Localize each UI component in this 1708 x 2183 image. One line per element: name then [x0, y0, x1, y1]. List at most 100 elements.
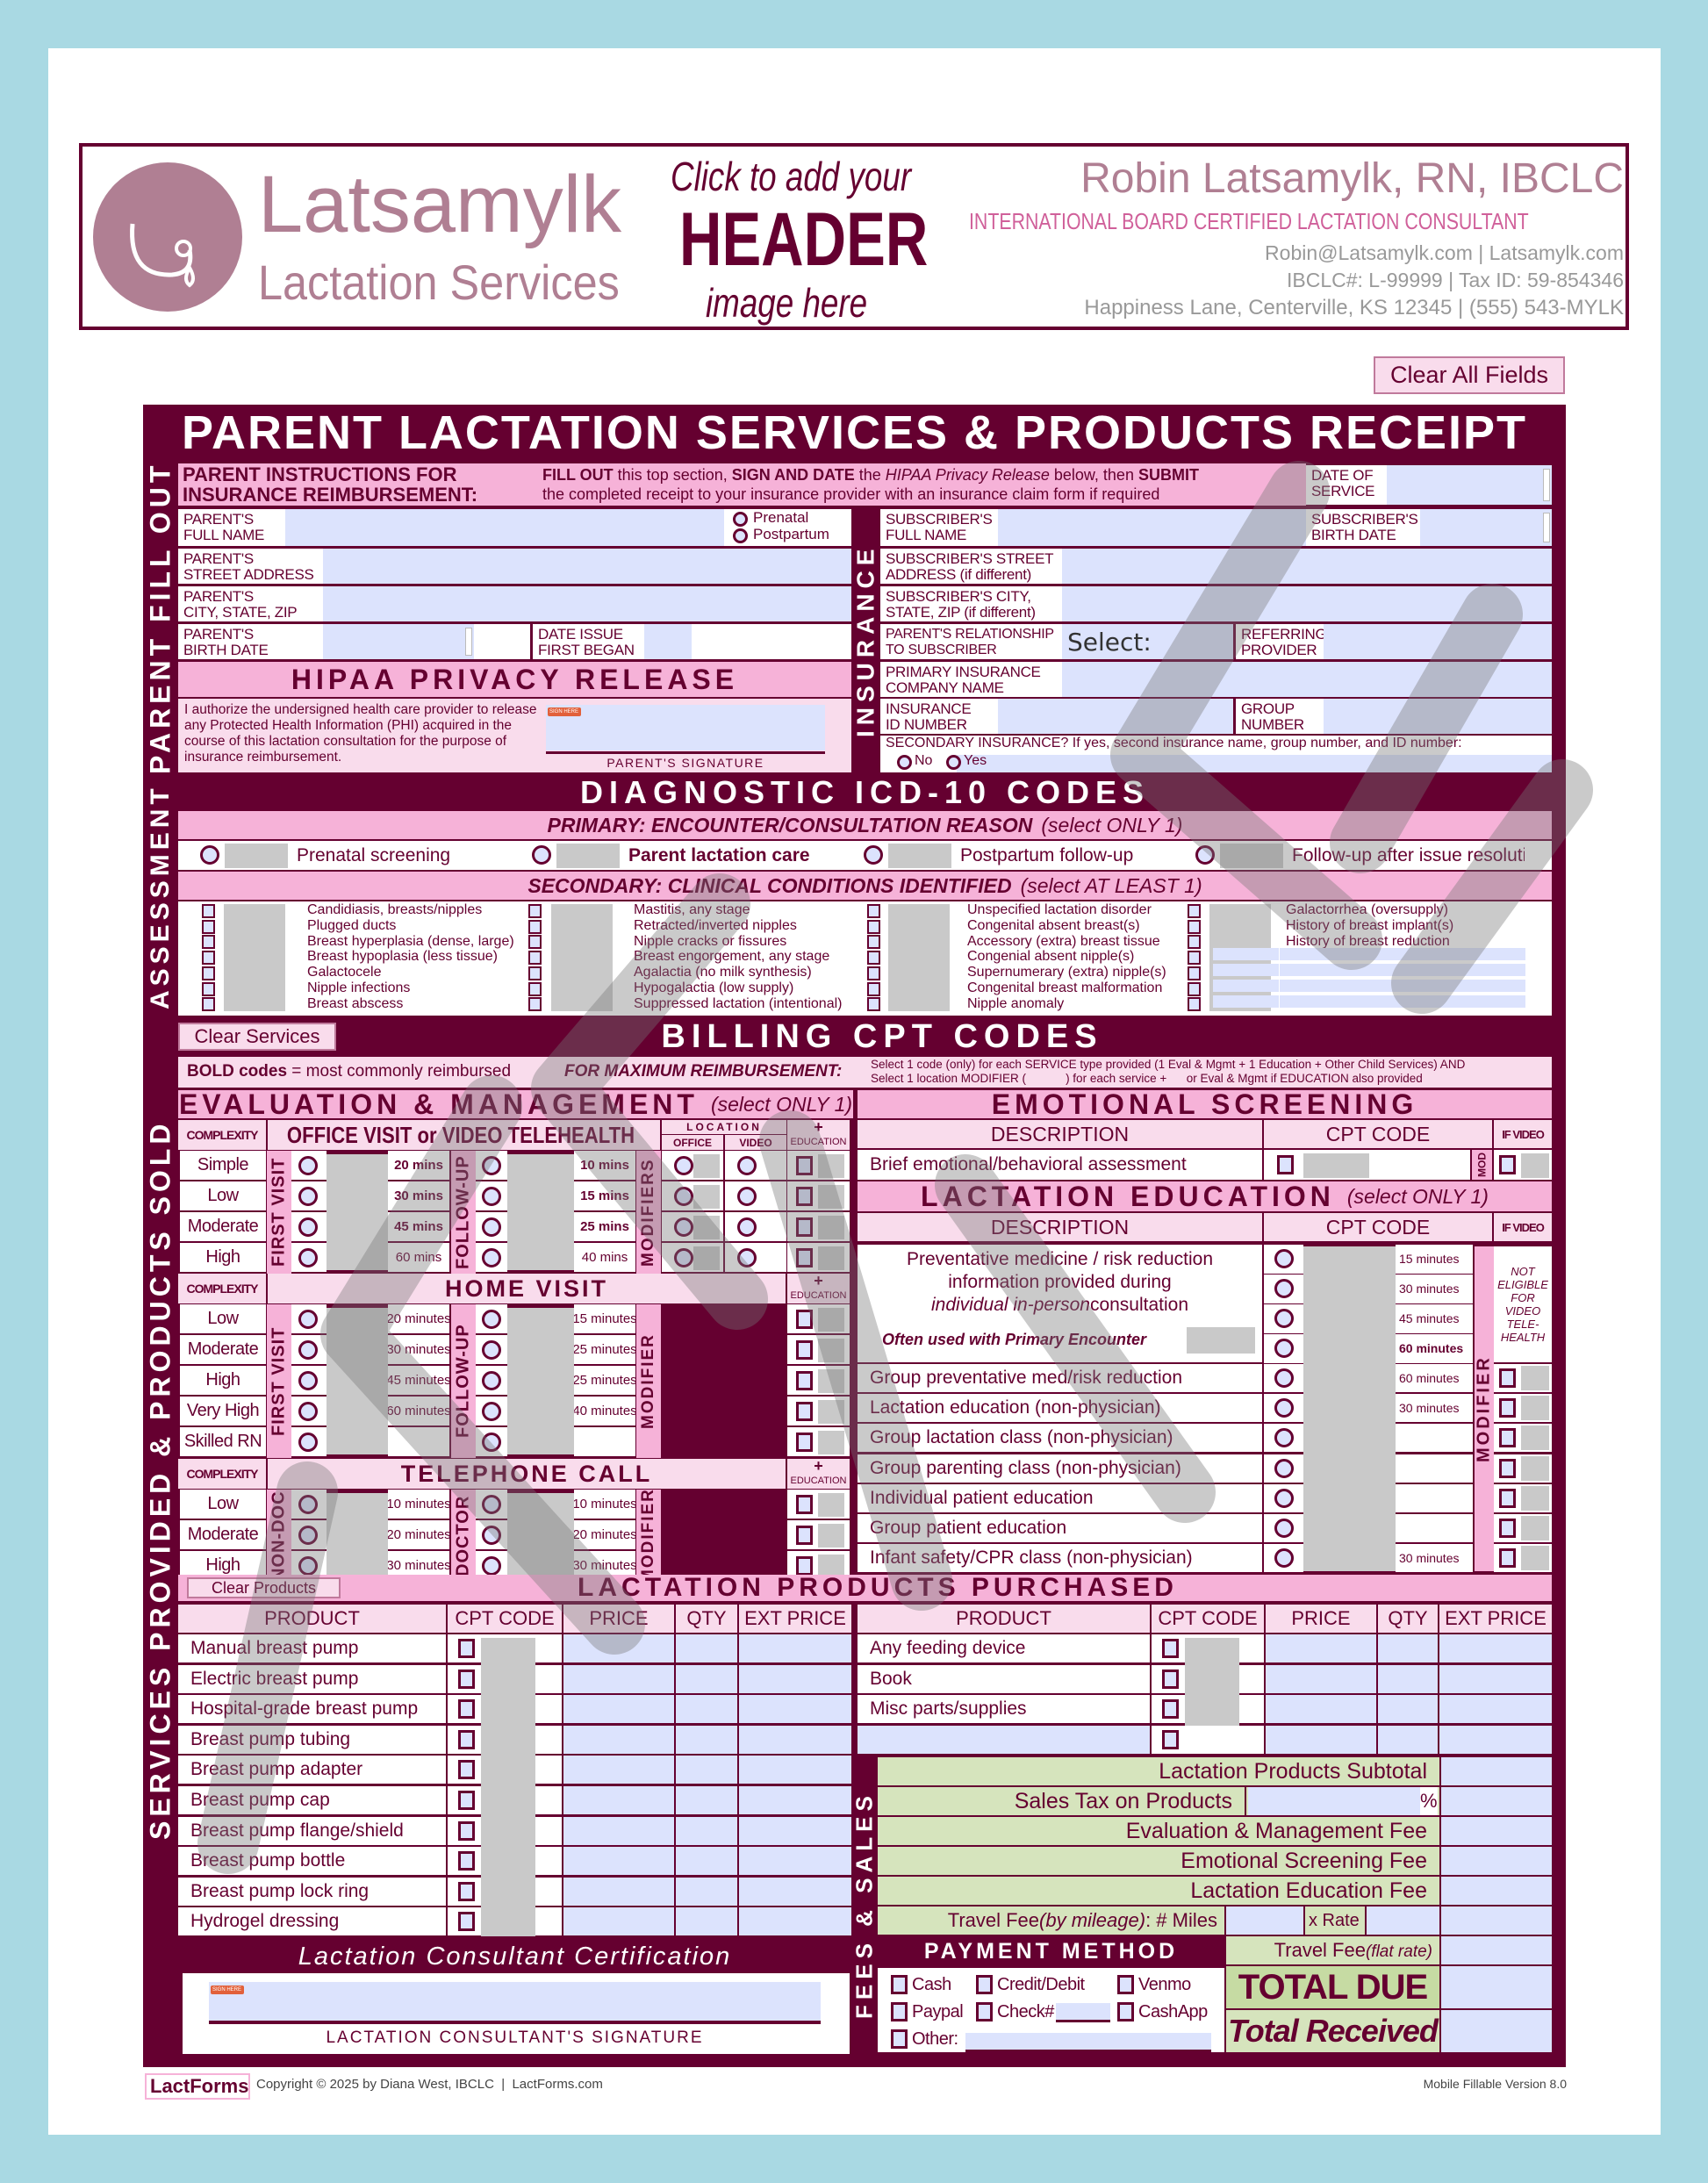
- parent-birth-date-field[interactable]: [323, 624, 474, 659]
- qty-field[interactable]: [676, 1695, 737, 1724]
- ext-price-field[interactable]: [739, 1907, 851, 1936]
- education-video-checkbox[interactable]: [1499, 1519, 1516, 1538]
- other-payment-field[interactable]: [965, 2033, 1211, 2052]
- education-radio[interactable]: [1274, 1368, 1294, 1388]
- condition-checkbox[interactable]: [528, 951, 542, 966]
- relationship-select[interactable]: Select:: [1062, 624, 1233, 659]
- condition-checkbox[interactable]: [202, 997, 215, 1012]
- education-video-checkbox[interactable]: [1499, 1548, 1516, 1569]
- follow-up-radio[interactable]: [482, 1526, 501, 1545]
- emotional-video-checkbox[interactable]: [1499, 1155, 1516, 1174]
- first-visit-radio[interactable]: [298, 1310, 318, 1329]
- qty-field[interactable]: [1378, 1695, 1438, 1724]
- price-field[interactable]: [563, 1907, 674, 1936]
- custom-code-field[interactable]: [1213, 964, 1279, 977]
- qty-field[interactable]: [1378, 1725, 1438, 1754]
- condition-checkbox[interactable]: [202, 951, 215, 966]
- condition-checkbox[interactable]: [528, 997, 542, 1012]
- education-checkbox[interactable]: [796, 1402, 813, 1421]
- education-video-checkbox[interactable]: [1499, 1428, 1516, 1448]
- ext-price-field[interactable]: [739, 1877, 851, 1906]
- education-radio[interactable]: [1274, 1548, 1294, 1569]
- products-subtotal-amount[interactable]: [1441, 1757, 1552, 1785]
- stage-radio[interactable]: [733, 528, 748, 543]
- condition-checkbox[interactable]: [528, 904, 542, 918]
- condition-checkbox[interactable]: [867, 935, 880, 950]
- product-checkbox[interactable]: [458, 1760, 475, 1780]
- price-field[interactable]: [563, 1634, 674, 1662]
- check-number-field[interactable]: [1056, 2003, 1110, 2022]
- education-video-checkbox[interactable]: [1499, 1398, 1516, 1418]
- parent-city-state-zip-field[interactable]: [323, 586, 851, 621]
- subscriber-birth-date-dropdown-icon[interactable]: [1543, 513, 1550, 542]
- custom-condition-field[interactable]: [1280, 995, 1525, 1008]
- condition-checkbox[interactable]: [528, 966, 542, 980]
- education-checkbox[interactable]: [796, 1187, 813, 1206]
- product-checkbox[interactable]: [458, 1791, 475, 1810]
- ext-price-field[interactable]: [1439, 1695, 1552, 1724]
- condition-checkbox[interactable]: [867, 997, 880, 1012]
- qty-field[interactable]: [676, 1786, 737, 1814]
- qty-field[interactable]: [676, 1877, 737, 1906]
- date-of-service-field[interactable]: [1387, 465, 1552, 505]
- office-radio[interactable]: [674, 1248, 693, 1267]
- emotional-checkbox[interactable]: [1277, 1155, 1294, 1174]
- qty-field[interactable]: [676, 1725, 737, 1754]
- product-checkbox[interactable]: [458, 1912, 475, 1932]
- parent-signature-field[interactable]: [546, 705, 825, 750]
- payment-checkbox[interactable]: [1117, 1975, 1134, 1994]
- condition-checkbox[interactable]: [867, 981, 880, 996]
- education-checkbox[interactable]: [796, 1556, 813, 1576]
- ext-price-field[interactable]: [1439, 1725, 1552, 1754]
- condition-checkbox[interactable]: [1188, 904, 1201, 918]
- sales-tax-amount[interactable]: [1441, 1787, 1552, 1815]
- condition-checkbox[interactable]: [1188, 997, 1201, 1012]
- subscriber-birth-date-field[interactable]: [1420, 509, 1552, 546]
- product-checkbox[interactable]: [458, 1820, 475, 1841]
- first-visit-radio[interactable]: [298, 1217, 318, 1237]
- subscriber-city-field[interactable]: [1062, 586, 1552, 621]
- condition-checkbox[interactable]: [1188, 966, 1201, 980]
- primary-insurance-company-field[interactable]: [1062, 662, 1552, 697]
- follow-up-radio[interactable]: [482, 1156, 501, 1175]
- travel-mileage-amount[interactable]: [1441, 1907, 1552, 1935]
- education-checkbox[interactable]: [796, 1526, 813, 1545]
- stage-radio[interactable]: [733, 512, 748, 527]
- custom-condition-field[interactable]: [1280, 980, 1525, 992]
- product-checkbox[interactable]: [1162, 1669, 1179, 1689]
- secondary-radio[interactable]: [946, 755, 961, 770]
- qty-field[interactable]: [676, 1756, 737, 1784]
- product-checkbox[interactable]: [458, 1851, 475, 1871]
- condition-checkbox[interactable]: [202, 904, 215, 918]
- education-checkbox[interactable]: [796, 1433, 813, 1452]
- first-visit-radio[interactable]: [298, 1433, 318, 1452]
- condition-checkbox[interactable]: [528, 935, 542, 950]
- education-radio[interactable]: [1274, 1309, 1294, 1328]
- price-field[interactable]: [563, 1756, 674, 1784]
- payment-checkbox[interactable]: [891, 1975, 908, 1994]
- first-visit-radio[interactable]: [298, 1495, 318, 1514]
- product-checkbox[interactable]: [458, 1639, 475, 1658]
- primary-radio[interactable]: [1195, 845, 1215, 865]
- product-checkbox[interactable]: [458, 1699, 475, 1720]
- video-radio[interactable]: [737, 1156, 757, 1175]
- subscriber-street-field[interactable]: [1062, 549, 1552, 584]
- ext-price-field[interactable]: [739, 1816, 851, 1845]
- price-field[interactable]: [1266, 1634, 1376, 1662]
- first-visit-radio[interactable]: [298, 1526, 318, 1545]
- first-visit-radio[interactable]: [298, 1248, 318, 1267]
- payment-checkbox[interactable]: [976, 1975, 993, 1994]
- video-radio[interactable]: [737, 1248, 757, 1267]
- education-radio[interactable]: [1274, 1279, 1294, 1298]
- ext-price-field[interactable]: [739, 1664, 851, 1693]
- ext-price-field[interactable]: [739, 1786, 851, 1814]
- follow-up-radio[interactable]: [482, 1248, 501, 1267]
- follow-up-radio[interactable]: [482, 1217, 501, 1237]
- subscriber-full-name-field[interactable]: [998, 509, 1306, 546]
- product-checkbox[interactable]: [1162, 1729, 1179, 1749]
- education-checkbox[interactable]: [796, 1217, 813, 1237]
- secondary-radio[interactable]: [897, 755, 912, 770]
- payment-checkbox[interactable]: [976, 2002, 993, 2021]
- first-visit-radio[interactable]: [298, 1156, 318, 1175]
- qty-field[interactable]: [676, 1816, 737, 1845]
